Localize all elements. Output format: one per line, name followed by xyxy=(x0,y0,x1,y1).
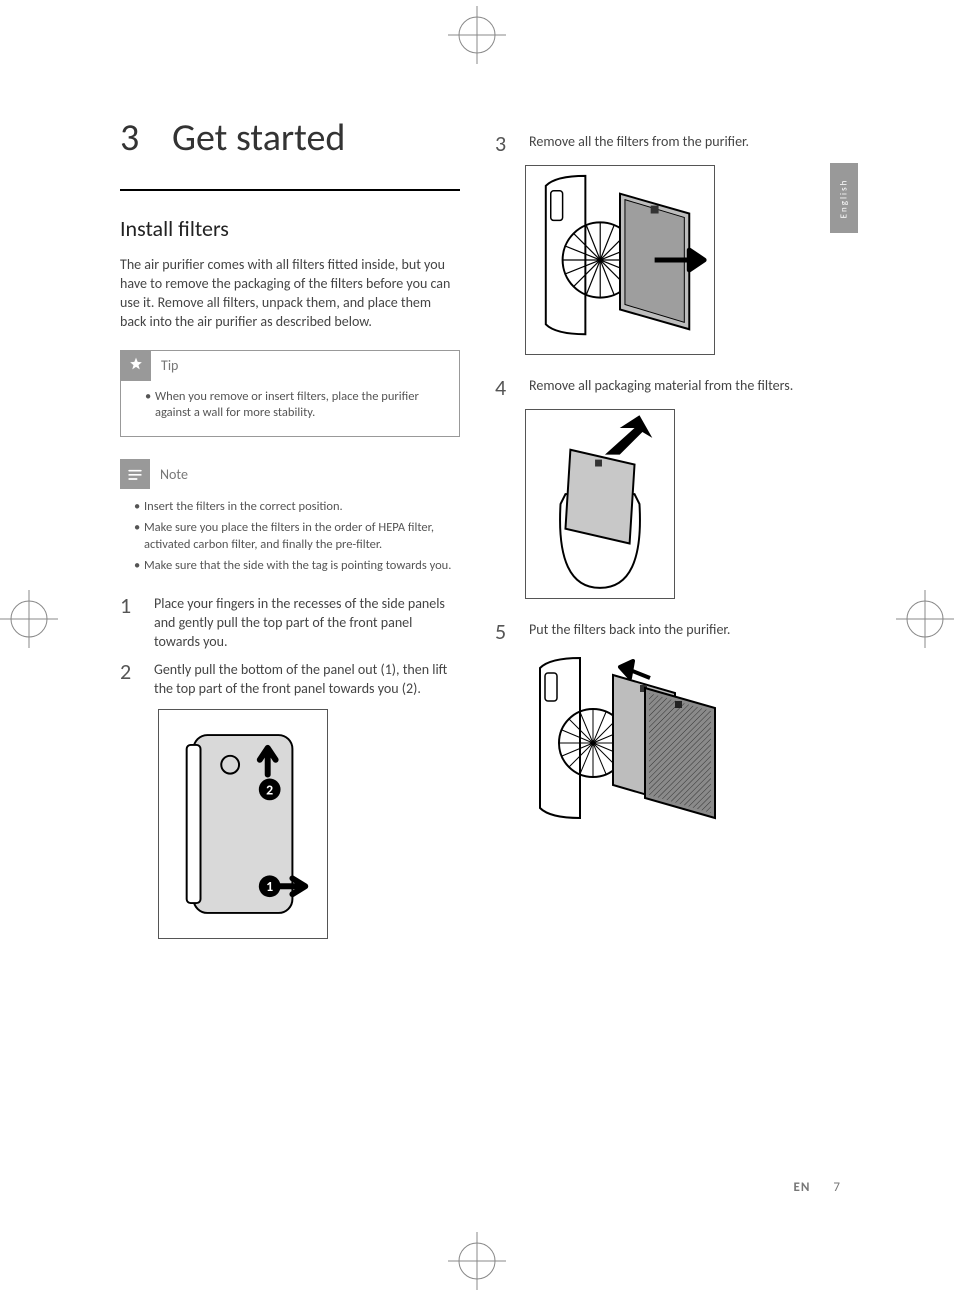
svg-text:1: 1 xyxy=(266,878,273,895)
chapter-heading: 3Get started xyxy=(120,115,460,191)
note-label: Note xyxy=(160,466,188,483)
step-4: 4 Remove all packaging material from the… xyxy=(495,377,835,399)
step-number: 1 xyxy=(120,595,136,652)
intro-paragraph: The air purifier comes with all filters … xyxy=(120,256,460,332)
footer-page-number: 7 xyxy=(833,1180,840,1195)
step-1: 1 Place your fingers in the recesses of … xyxy=(120,595,460,652)
tip-icon xyxy=(121,351,151,381)
step-number: 2 xyxy=(120,661,136,699)
step-3: 3 Remove all the filters from the purifi… xyxy=(495,133,835,155)
crop-mark-right xyxy=(896,590,954,648)
language-tab-label: English xyxy=(839,178,850,218)
left-column: 3Get started Install filters The air pur… xyxy=(120,115,460,961)
page-content: English 3Get started Install filters The… xyxy=(120,115,840,1195)
note-item: Make sure you place the filters in the o… xyxy=(134,520,460,554)
tip-callout: Tip When you remove or insert filters, p… xyxy=(120,350,460,438)
note-item: Insert the filters in the correct positi… xyxy=(134,499,460,516)
step-text: Place your fingers in the recesses of th… xyxy=(154,595,460,652)
figure-insert-filters xyxy=(525,653,725,833)
note-block: Note Insert the filters in the correct p… xyxy=(120,459,460,575)
tip-header: Tip xyxy=(121,351,459,381)
chapter-number: 3 xyxy=(120,115,172,161)
step-number: 5 xyxy=(495,621,511,643)
step-text: Put the filters back into the purifier. xyxy=(529,621,835,643)
crop-mark-top xyxy=(448,6,506,64)
footer-lang: EN xyxy=(794,1180,811,1195)
chapter-title: Get started xyxy=(172,115,345,161)
tip-item: When you remove or insert filters, place… xyxy=(145,389,449,423)
figure-remove-packaging xyxy=(525,409,675,599)
step-2: 2 Gently pull the bottom of the panel ou… xyxy=(120,661,460,699)
crop-mark-bottom xyxy=(448,1232,506,1290)
step-text: Remove all the filters from the purifier… xyxy=(529,133,835,155)
tip-label: Tip xyxy=(161,357,178,374)
note-header: Note xyxy=(120,459,460,489)
right-column: 3 Remove all the filters from the purifi… xyxy=(495,133,835,855)
step-number: 3 xyxy=(495,133,511,155)
svg-text:2: 2 xyxy=(266,782,273,799)
note-item: Make sure that the side with the tag is … xyxy=(134,558,460,575)
section-heading: Install filters xyxy=(120,215,460,242)
step-text: Gently pull the bottom of the panel out … xyxy=(154,661,460,699)
figure-remove-filters xyxy=(525,165,715,355)
figure-panel-removal: 2 1 xyxy=(158,709,328,939)
note-icon xyxy=(120,459,150,489)
step-text: Remove all packaging material from the f… xyxy=(529,377,835,399)
note-list: Insert the filters in the correct positi… xyxy=(120,499,460,575)
page-footer: EN 7 xyxy=(794,1180,840,1195)
tip-list: When you remove or insert filters, place… xyxy=(131,389,449,423)
step-5: 5 Put the filters back into the purifier… xyxy=(495,621,835,643)
crop-mark-left xyxy=(0,590,58,648)
step-number: 4 xyxy=(495,377,511,399)
